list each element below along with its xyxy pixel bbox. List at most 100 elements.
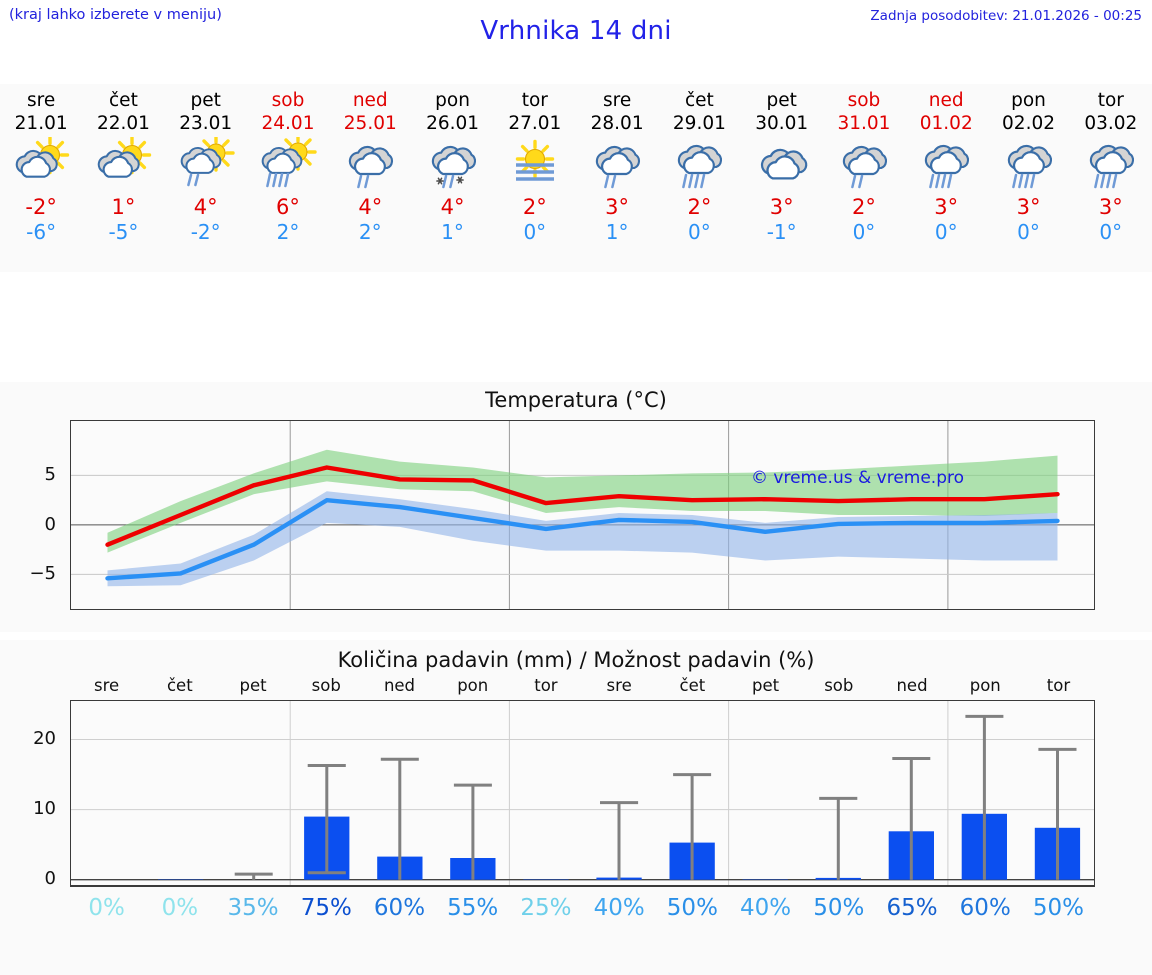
min-temperature-value: 0°	[1017, 220, 1040, 244]
sun-cloud-heavy-rain-icon	[257, 137, 319, 191]
max-temperature-value: 4°	[440, 195, 465, 219]
precipitation-probability-label: 35%	[227, 895, 279, 921]
precipitation-error-bar	[453, 783, 492, 880]
precipitation-probability-label: 50%	[813, 895, 865, 921]
precipitation-probability-label: 60%	[959, 895, 1011, 921]
precipitation-probability-label: 0%	[88, 895, 125, 921]
precipitation-probability-label: 60%	[373, 895, 426, 921]
precipitation-probability-label: 40%	[593, 895, 645, 921]
svg-text:© vreme.us & vreme.pro: © vreme.us & vreme.pro	[751, 468, 964, 488]
precipitation-probability-label: 55%	[447, 895, 499, 921]
precipitation-day-label: ned	[383, 676, 416, 695]
max-temperature-value: 6°	[276, 195, 300, 219]
precipitation-probability-label: 0%	[161, 895, 199, 921]
day-date-label: 22.01	[96, 113, 150, 134]
day-of-week-label: ned	[352, 90, 388, 111]
day-forecast-column[interactable]: pon 26.01 4° 1°	[411, 84, 493, 272]
precipitation-probability-label: 50%	[666, 895, 718, 921]
min-temperature-value: -2°	[190, 220, 221, 244]
max-temperature-value: 2°	[522, 195, 547, 219]
max-temperature-value: 3°	[934, 195, 959, 219]
precipitation-error-bar	[307, 764, 346, 875]
day-date-label: 31.01	[837, 113, 891, 134]
day-of-week-label: čet	[109, 90, 138, 111]
max-temperature-value: 3°	[1098, 195, 1123, 219]
min-temperature-value: -1°	[766, 220, 797, 244]
day-forecast-column[interactable]: tor 03.02 3° 0°	[1070, 84, 1152, 272]
day-date-label: 29.01	[672, 113, 726, 134]
day-date-label: 30.01	[755, 113, 809, 134]
day-forecast-column[interactable]: čet 22.01 1° -5°	[82, 84, 164, 272]
min-temperature-value: 2°	[276, 220, 300, 244]
min-temperature-value: 1°	[441, 220, 464, 244]
day-of-week-label: pet	[190, 90, 221, 111]
day-of-week-label: sre	[602, 90, 632, 111]
precipitation-day-label: sob	[824, 676, 854, 695]
precipitation-error-bar	[234, 872, 273, 880]
day-forecast-column[interactable]: pon 02.02 3° 0°	[987, 84, 1069, 272]
day-of-week-label: sob	[271, 90, 305, 111]
cloud-sleet-icon	[422, 137, 484, 191]
temperature-y-tick-label: −5	[29, 563, 56, 585]
precipitation-error-bar	[600, 801, 639, 880]
precipitation-y-tick-label: 10	[33, 797, 56, 819]
day-of-week-label: pon	[1011, 90, 1046, 111]
max-temperature-value: 1°	[111, 195, 136, 219]
day-of-week-label: čet	[684, 90, 714, 111]
min-temperature-value: 0°	[688, 220, 711, 244]
precipitation-day-label: tor	[1046, 676, 1071, 695]
day-date-label: 27.01	[508, 113, 562, 134]
temperature-chart-title: Temperatura (°C)	[485, 388, 667, 412]
last-updated-text: Zadnja posodobitev: 21.01.2026 - 00:25	[870, 8, 1142, 24]
precipitation-day-label: sob	[311, 676, 341, 695]
day-forecast-column[interactable]: sob 24.01 6° 2°	[247, 84, 329, 272]
sun-cloud-icon	[10, 137, 72, 191]
sun-cloud-icon	[92, 137, 154, 191]
day-forecast-column[interactable]: ned 01.02 3° 0°	[905, 84, 987, 272]
day-of-week-label: tor	[521, 90, 548, 111]
day-of-week-label: sob	[847, 90, 881, 111]
sun-cloud-rain-icon	[175, 137, 237, 191]
day-of-week-label: sre	[27, 90, 56, 111]
min-temperature-value: 2°	[358, 220, 382, 244]
precipitation-error-bar	[673, 773, 712, 880]
location-menu-note[interactable]: (kraj lahko izberete v meniju)	[9, 7, 222, 23]
day-of-week-label: pet	[766, 90, 797, 111]
cloud-heavy-rain-icon	[1080, 137, 1142, 191]
precipitation-probability-label: 40%	[740, 895, 792, 921]
min-temperature-value: -6°	[26, 220, 57, 244]
min-temperature-value: -5°	[108, 220, 139, 244]
min-temperature-value: 0°	[523, 220, 547, 244]
max-temperature-value: 3°	[1016, 195, 1041, 219]
precipitation-day-labels: sre čet pet sob ned pon tor sre čet pet sob ned pon t…	[70, 676, 1095, 698]
day-date-label: 23.01	[179, 113, 233, 134]
cloud-rain-icon	[586, 137, 648, 191]
day-date-label: 25.01	[343, 113, 397, 134]
day-forecast-column[interactable]: sob 31.01 2° 0°	[823, 84, 905, 272]
max-temperature-value: 4°	[193, 195, 218, 219]
sun-fog-icon	[504, 137, 566, 191]
day-forecast-column[interactable]: sre 21.01 -2° -6°	[0, 84, 82, 272]
min-temperature-value: 0°	[852, 220, 876, 244]
cloud-icon	[751, 137, 813, 191]
precipitation-day-label: pon	[969, 676, 1001, 695]
day-forecast-column[interactable]: pet 23.01 4° -2°	[165, 84, 247, 272]
precipitation-day-label: sre	[606, 676, 632, 695]
max-temperature-value: 2°	[687, 195, 712, 219]
precipitation-plot-area	[70, 700, 1095, 887]
day-of-week-label: tor	[1097, 90, 1124, 111]
precipitation-day-label: pet	[752, 676, 780, 695]
min-temperature-value: 0°	[934, 220, 958, 244]
day-date-label: 21.01	[14, 113, 68, 134]
temperature-band-1	[107, 491, 1058, 587]
day-forecast-column[interactable]: pet 30.01 3° -1°	[741, 84, 823, 272]
cloud-rain-icon	[339, 137, 401, 191]
max-temperature-value: 3°	[769, 195, 794, 219]
day-forecast-column[interactable]: tor 27.01 2° 0°	[494, 84, 576, 272]
day-forecast-column[interactable]: čet 29.01 2° 0°	[658, 84, 740, 272]
max-temperature-value: 3°	[605, 195, 630, 219]
day-forecast-column[interactable]: sre 28.01 3° 1°	[576, 84, 658, 272]
cloud-heavy-rain-icon	[668, 137, 730, 191]
day-forecast-column[interactable]: ned 25.01 4° 2°	[329, 84, 411, 272]
precipitation-error-bar	[1038, 747, 1077, 880]
